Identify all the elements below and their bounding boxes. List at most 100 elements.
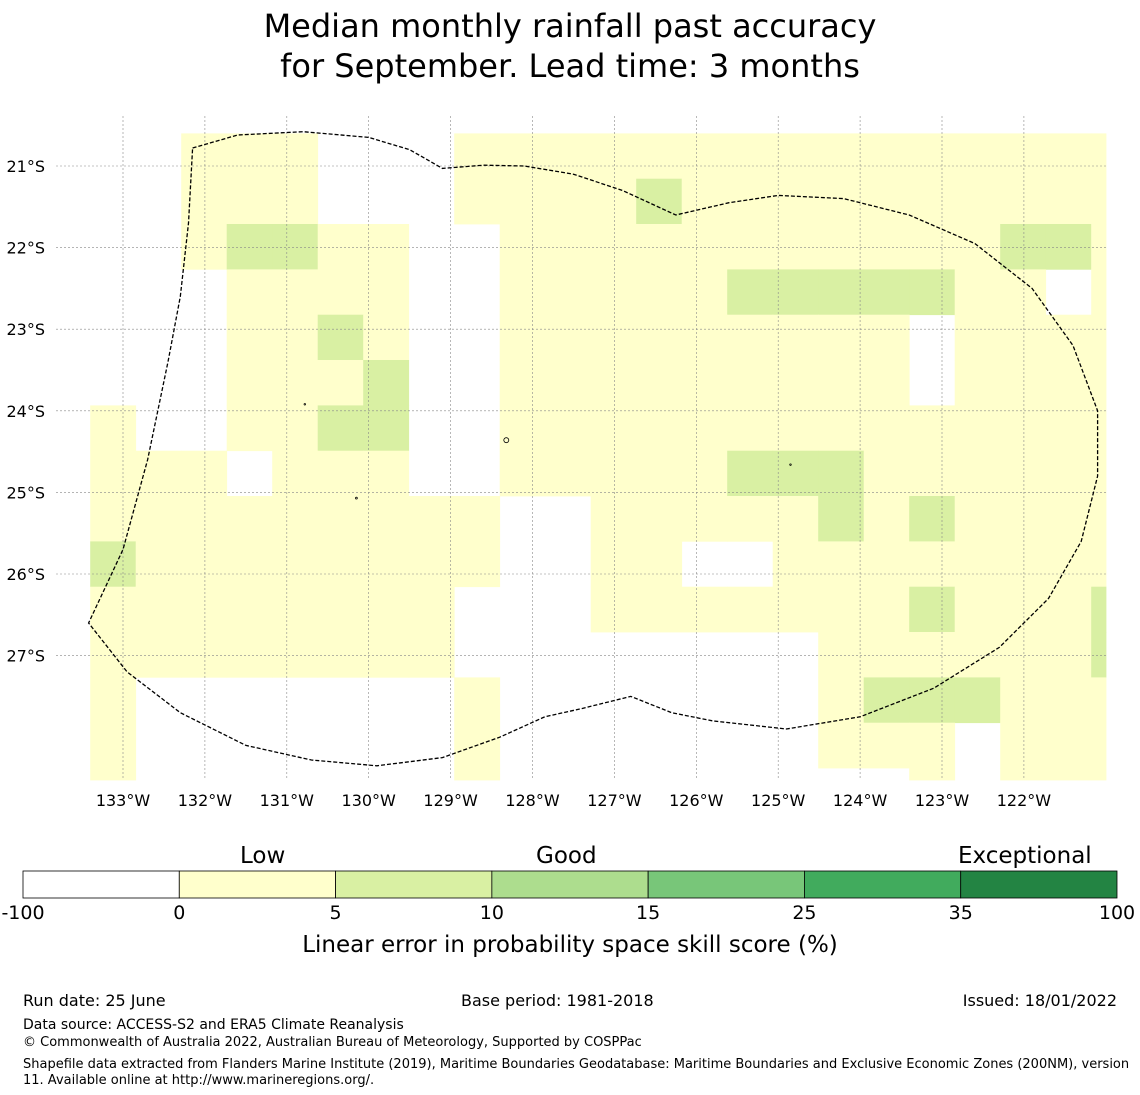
skill-cell (135, 632, 182, 678)
skill-cell (636, 133, 683, 180)
skill-cell (454, 178, 501, 225)
skill-cell (272, 496, 319, 542)
skill-cell (636, 314, 683, 361)
skill-cell (317, 632, 364, 678)
skill-cell (954, 450, 1001, 497)
skill-cell (226, 178, 273, 225)
skill-cell (408, 632, 455, 678)
latitude-label: 25°S (6, 483, 45, 502)
skill-cell (590, 360, 637, 406)
colorbar-segment (804, 870, 962, 899)
skill-cell (772, 269, 819, 316)
skill-cell (90, 541, 137, 588)
colorbar-category-label: Exceptional (958, 843, 1092, 869)
skill-cell (226, 360, 273, 406)
skill-cell (1091, 722, 1107, 769)
colorbar-category-label: Good (536, 843, 597, 869)
skill-cell (590, 541, 637, 588)
skill-cell (818, 496, 865, 542)
skill-cell (772, 450, 819, 497)
skill-cell (181, 541, 228, 588)
skill-cell (1091, 632, 1107, 678)
island-outline (503, 437, 510, 444)
longitude-label: 130°W (342, 791, 397, 810)
island-outline (355, 496, 358, 500)
skill-cell (317, 224, 364, 270)
skill-cell (272, 405, 319, 452)
skill-cell (408, 541, 455, 588)
skill-cell (135, 496, 182, 542)
colorbar-tick-label: 0 (173, 902, 186, 924)
skill-cell (545, 360, 592, 406)
skill-cell (226, 133, 273, 180)
colorbar-label: Linear error in probability space skill … (302, 932, 838, 958)
skill-cell (727, 224, 774, 270)
skill-cell (863, 405, 910, 452)
skill-cell (408, 586, 455, 633)
skill-cell (499, 133, 546, 180)
skill-cell (226, 586, 273, 633)
skill-cell (818, 360, 865, 406)
skill-cell (909, 677, 956, 724)
skill-cell (818, 722, 865, 769)
skill-cell (499, 269, 546, 316)
skill-cell (772, 405, 819, 452)
skill-cell (590, 450, 637, 497)
skill-cell (272, 224, 319, 270)
skill-cell (954, 677, 1001, 724)
skill-cell (545, 224, 592, 270)
skill-cell (181, 224, 228, 270)
skill-cell (772, 586, 819, 633)
skill-cell (1000, 178, 1047, 225)
skill-map: 21°S22°S23°S24°S25°S26°S27°S 133°W 132°W 1… (6, 116, 1107, 810)
longitude-label: 125°W (751, 791, 806, 810)
skill-cell (909, 722, 956, 769)
skill-cell (135, 586, 182, 633)
longitude-label: 128°W (505, 791, 560, 810)
skill-cell (636, 450, 683, 497)
skill-cell (909, 224, 956, 270)
longitude-labels: 133°W 132°W 131°W 130°W 129°W 128°W 127°W 126°W… (96, 791, 1051, 810)
skill-cell (727, 405, 774, 452)
skill-cell (727, 269, 774, 316)
skill-cell (272, 133, 319, 180)
skill-cell (727, 133, 774, 180)
skill-cell (590, 178, 637, 225)
skill-cell (772, 496, 819, 542)
skill-cell (909, 541, 956, 588)
skill-cell (499, 450, 546, 497)
skill-cell (681, 450, 728, 497)
skill-cell (954, 360, 1001, 406)
eez-boundary-line (87, 131, 1099, 767)
skill-cell (909, 178, 956, 225)
skill-cell (590, 133, 637, 180)
skill-cell (863, 360, 910, 406)
skill-cell (90, 496, 137, 542)
skill-cell (727, 450, 774, 497)
skill-cell (909, 450, 956, 497)
skill-cell (1091, 314, 1107, 361)
skill-cell (681, 586, 728, 633)
longitude-label: 133°W (96, 791, 151, 810)
skill-cell (1000, 586, 1047, 633)
longitude-label: 126°W (669, 791, 724, 810)
skill-cell (545, 314, 592, 361)
skill-cell (545, 178, 592, 225)
skill-cell (1091, 677, 1107, 724)
skill-cell (1045, 133, 1092, 180)
skill-cell (909, 269, 956, 316)
skill-cell (772, 133, 819, 180)
skill-cell (317, 496, 364, 542)
skill-cell (1045, 314, 1092, 361)
skill-cell (181, 450, 228, 497)
skill-cell (863, 541, 910, 588)
skill-cell (1045, 450, 1092, 497)
skill-cell (1045, 178, 1092, 225)
skill-cell (1000, 224, 1047, 270)
longitude-label: 124°W (833, 791, 888, 810)
eez-boundary (87, 131, 1099, 767)
skill-cell (1000, 768, 1047, 781)
skill-cell (363, 405, 410, 452)
skill-cell (727, 496, 774, 542)
skill-cell (363, 496, 410, 542)
